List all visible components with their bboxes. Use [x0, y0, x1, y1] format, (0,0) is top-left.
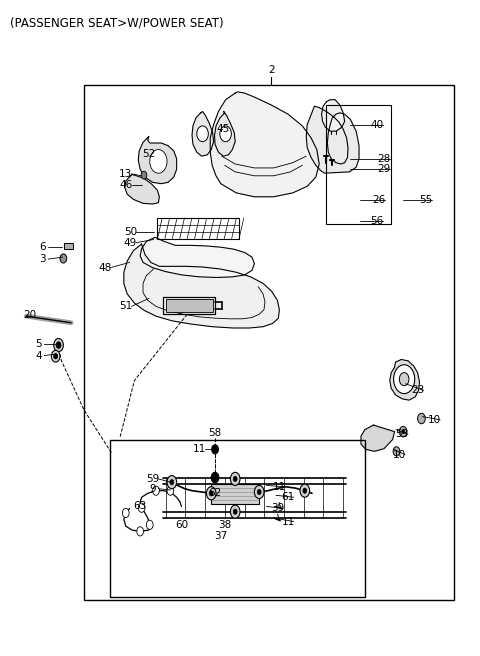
Circle shape: [209, 491, 213, 496]
Text: 59: 59: [146, 474, 159, 484]
Text: 46: 46: [119, 180, 132, 190]
Circle shape: [394, 365, 415, 394]
Text: 58: 58: [208, 428, 221, 438]
Circle shape: [211, 472, 219, 483]
Text: 61: 61: [281, 492, 295, 502]
Circle shape: [197, 126, 208, 142]
Bar: [64, 243, 73, 249]
Text: 39: 39: [271, 503, 284, 514]
Circle shape: [399, 373, 409, 386]
Text: 11: 11: [192, 444, 206, 455]
Polygon shape: [215, 112, 235, 156]
Bar: [110, 440, 365, 597]
Polygon shape: [306, 106, 359, 173]
Text: 63: 63: [133, 501, 147, 512]
Text: 38: 38: [218, 520, 231, 530]
Text: 20: 20: [23, 310, 36, 320]
Text: (PASSENGER SEAT>W/POWER SEAT): (PASSENGER SEAT>W/POWER SEAT): [10, 16, 223, 30]
Circle shape: [150, 150, 167, 173]
Text: 5: 5: [35, 339, 42, 350]
Text: 29: 29: [377, 164, 391, 174]
Polygon shape: [390, 359, 420, 400]
Circle shape: [137, 527, 144, 536]
Text: 49: 49: [124, 237, 137, 248]
Polygon shape: [192, 112, 214, 156]
Text: 10: 10: [393, 449, 406, 460]
Circle shape: [212, 445, 218, 454]
Circle shape: [146, 520, 153, 529]
Polygon shape: [125, 174, 159, 204]
Circle shape: [54, 354, 58, 359]
Circle shape: [138, 503, 145, 512]
Text: 51: 51: [119, 301, 132, 312]
Text: 56: 56: [371, 216, 384, 226]
Circle shape: [56, 342, 61, 348]
Polygon shape: [140, 237, 254, 277]
Bar: [326, 105, 391, 224]
Circle shape: [300, 484, 310, 497]
Circle shape: [233, 476, 237, 482]
Circle shape: [418, 413, 425, 424]
Text: 10: 10: [428, 415, 441, 425]
Circle shape: [167, 486, 174, 495]
Circle shape: [399, 426, 407, 437]
Text: 53: 53: [396, 429, 409, 440]
Polygon shape: [138, 136, 177, 184]
Text: 48: 48: [98, 262, 111, 273]
Text: 3: 3: [39, 254, 46, 264]
Circle shape: [230, 472, 240, 485]
Text: 6: 6: [39, 242, 46, 253]
Circle shape: [402, 430, 405, 434]
Circle shape: [233, 509, 237, 514]
Text: 60: 60: [175, 520, 188, 530]
Bar: [84, 85, 454, 600]
Text: 9: 9: [149, 483, 156, 494]
Bar: [163, 297, 215, 314]
Text: 2: 2: [268, 65, 275, 75]
Circle shape: [141, 171, 147, 179]
Circle shape: [122, 508, 129, 518]
Circle shape: [220, 126, 231, 142]
Text: 13: 13: [119, 169, 132, 179]
Circle shape: [230, 505, 240, 518]
Text: 23: 23: [411, 385, 424, 396]
Text: 11: 11: [273, 482, 286, 492]
Text: 62: 62: [208, 488, 222, 499]
Text: 4: 4: [35, 350, 42, 361]
Text: 50: 50: [124, 226, 137, 237]
Circle shape: [257, 489, 261, 495]
Text: 26: 26: [372, 195, 386, 205]
Circle shape: [393, 447, 400, 456]
Text: 52: 52: [142, 149, 156, 159]
Circle shape: [60, 254, 67, 263]
Bar: [166, 299, 213, 312]
Text: 28: 28: [377, 154, 391, 164]
Polygon shape: [322, 100, 345, 131]
Text: 37: 37: [214, 531, 228, 541]
Circle shape: [303, 488, 307, 493]
Text: 45: 45: [216, 124, 230, 134]
Text: 40: 40: [370, 119, 384, 130]
Text: 11: 11: [281, 516, 295, 527]
Bar: [211, 484, 259, 504]
Polygon shape: [124, 244, 279, 328]
Circle shape: [254, 485, 264, 499]
Text: 55: 55: [420, 195, 433, 205]
Circle shape: [54, 338, 63, 352]
Circle shape: [206, 487, 216, 500]
Circle shape: [167, 476, 177, 489]
Polygon shape: [361, 425, 395, 451]
Bar: [157, 218, 239, 239]
Circle shape: [153, 486, 159, 495]
Polygon shape: [210, 92, 319, 197]
Circle shape: [51, 350, 60, 362]
Circle shape: [170, 480, 174, 485]
